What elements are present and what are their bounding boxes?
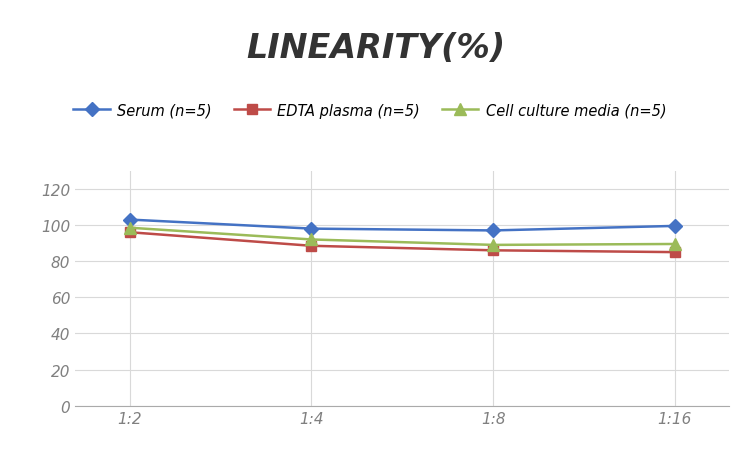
Cell culture media (n=5): [489, 243, 498, 248]
Cell culture media (n=5): [125, 226, 134, 231]
Legend: Serum (n=5), EDTA plasma (n=5), Cell culture media (n=5): Serum (n=5), EDTA plasma (n=5), Cell cul…: [68, 97, 672, 124]
Serum (n=5): [125, 217, 134, 223]
Serum (n=5): [307, 226, 316, 232]
Line: Cell culture media (n=5): Cell culture media (n=5): [124, 223, 681, 251]
EDTA plasma (n=5): [489, 248, 498, 253]
EDTA plasma (n=5): [671, 250, 680, 255]
Cell culture media (n=5): [671, 242, 680, 247]
Serum (n=5): [671, 224, 680, 229]
EDTA plasma (n=5): [125, 230, 134, 235]
Line: EDTA plasma (n=5): EDTA plasma (n=5): [125, 228, 680, 258]
Cell culture media (n=5): [307, 237, 316, 243]
EDTA plasma (n=5): [307, 244, 316, 249]
Serum (n=5): [489, 228, 498, 234]
Line: Serum (n=5): Serum (n=5): [125, 215, 680, 236]
Text: LINEARITY(%): LINEARITY(%): [247, 32, 505, 64]
